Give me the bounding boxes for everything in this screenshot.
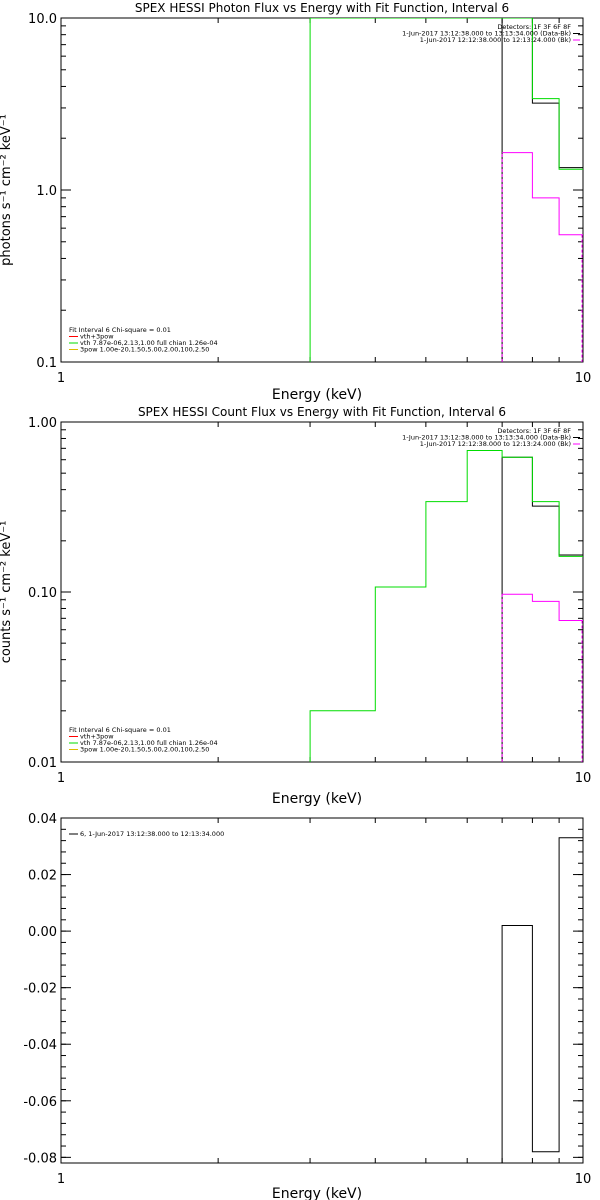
plot-frame [60,17,584,363]
legend-fit-entry: 6, 1-Jun-2017 13:12:38.000 to 12:13:34.0… [80,830,224,838]
series-line-3 [309,18,583,362]
x-axis-label: Energy (keV) [272,387,362,403]
legend-top-entry: 1-Jun-2017 13:12:38.000 to 13:13:34.000 … [402,434,571,442]
legend-fit-entry: 3pow 1.00e-20,1.50,5.00,2.00,100,2.50 [80,746,209,754]
legend-fit-entry: vth+3pow [80,733,114,741]
legend-top-entry: 1-Jun-2017 13:12:38.000 to 13:13:34.000 … [402,30,571,38]
data-layer [309,450,583,762]
legend-fit-entry: vth+3pow [80,333,114,341]
y-tick-label: 0.02 [28,869,57,884]
series-line-1 [501,18,583,362]
series-line-2 [502,593,583,621]
plot-frame [60,817,584,1164]
series-line-1 [501,837,583,1163]
y-tick-label: -0.04 [23,1038,57,1053]
chart-panel-1: SPEX HESSI Photon Flux vs Energy with Fi… [0,1,591,403]
legend-top-entry: Detectors: 1F 3F 6F 8F [497,427,571,435]
x-axis-label: Energy (keV) [272,791,362,807]
y-tick-label: 0.04 [28,812,57,827]
legend-fit-entry: vth 7.87e-06,2.13,1.00 full chian 1.26e-… [80,339,218,347]
chart-panel-3: 1 10 -0.08 -0.06 -0.04 -0.02 0.00 0.02 0.04 Energ… [23,812,591,1200]
legend-fit-entry: 3pow 1.00e-20,1.50,5.00,2.00,100,2.50 [80,346,209,354]
y-tick-label: 0.1 [36,356,57,371]
y-tick-label: -0.06 [23,1095,57,1110]
x-tick-label: 10 [575,771,592,786]
series-line-2 [502,152,583,236]
data-layer [309,18,583,362]
y-axis-label: counts s⁻¹ cm⁻² keV⁻¹ [0,521,14,664]
y-axis-label: photons s⁻¹ cm⁻² keV⁻¹ [0,114,14,266]
x-tick-label: 10 [575,371,592,386]
x-tick-label: 1 [57,771,65,786]
legend-top-entry: Detectors: 1F 3F 6F 8F [497,23,571,31]
y-tick-label: 0.00 [28,925,57,940]
y-tick-label: 0.10 [28,586,57,601]
chart-panel-2: SPEX HESSI Count Flux vs Energy with Fit… [0,405,591,807]
x-tick-label: 1 [57,371,65,386]
chart-title: SPEX HESSI Photon Flux vs Energy with Fi… [135,1,509,15]
series-line-1 [501,456,583,762]
chart-title: SPEX HESSI Count Flux vs Energy with Fit… [138,405,506,419]
x-tick-label: 10 [575,1172,592,1187]
y-tick-label: 0.01 [28,756,57,771]
legend-top-entry: 1-Jun-2017 12:12:38.000 to 12:13:24.000 … [420,440,571,448]
series-line-3 [309,450,583,762]
y-tick-label: 1.0 [36,184,57,199]
legend-fit-entry: vth 7.87e-06,2.13,1.00 full chian 1.26e-… [80,739,218,747]
data-layer [501,837,583,1163]
legend-fit-entry: Fit Interval 6 Chi-square = 0.01 [69,326,171,334]
y-tick-label: -0.02 [23,982,57,997]
legend-fit-entry: Fit Interval 6 Chi-square = 0.01 [69,726,171,734]
y-tick-label: -0.08 [23,1151,57,1166]
x-tick-label: 1 [57,1172,65,1187]
y-tick-label: 10.0 [28,12,57,27]
legend-top-entry: 1-Jun-2017 12:12:38.000 to 12:13:24.000 … [420,36,571,44]
y-tick-label: 1.00 [28,416,57,431]
x-axis-label: Energy (keV) [272,1186,362,1200]
